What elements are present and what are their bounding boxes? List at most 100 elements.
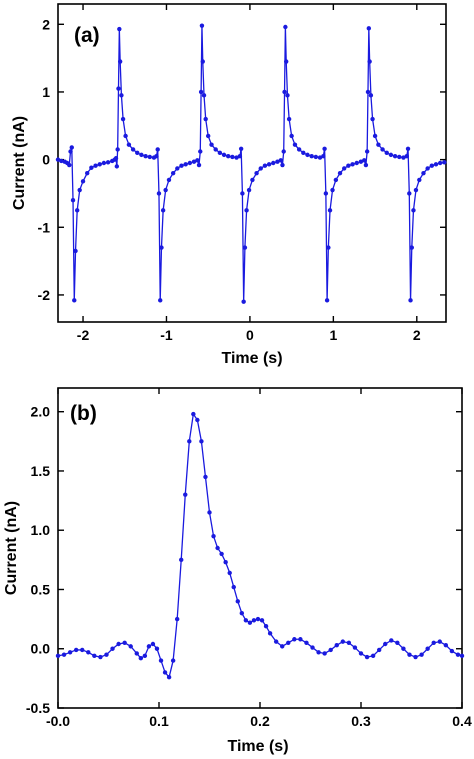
data-point <box>280 644 285 649</box>
y-tick-label: -0.5 <box>26 700 50 716</box>
data-point <box>86 650 91 655</box>
data-point <box>155 147 160 152</box>
data-point <box>116 86 121 91</box>
data-point <box>342 166 347 171</box>
y-tick-label: 0.0 <box>31 641 51 657</box>
data-point <box>162 670 168 675</box>
data-point <box>296 147 302 152</box>
data-point <box>433 162 439 167</box>
data-point <box>289 133 294 139</box>
data-point <box>179 557 184 563</box>
data-point <box>262 163 268 168</box>
y-tick-label: 2 <box>42 16 50 32</box>
y-tick-label: 0 <box>42 152 50 168</box>
data-point <box>139 152 144 158</box>
data-point <box>114 164 120 169</box>
data-point <box>231 584 236 590</box>
data-point <box>128 644 133 649</box>
data-point <box>346 640 352 646</box>
data-point <box>316 650 321 655</box>
data-point <box>346 163 351 168</box>
panel-b-series-points <box>55 411 465 680</box>
data-point <box>117 59 123 64</box>
data-point <box>195 417 200 423</box>
x-tick-label: 2 <box>413 327 421 343</box>
data-point <box>301 150 306 156</box>
panel-a-series-line <box>57 25 445 302</box>
data-point <box>280 162 285 168</box>
data-point <box>254 170 259 176</box>
y-tick-label: 2.0 <box>31 404 51 420</box>
data-point <box>156 191 162 196</box>
data-point <box>383 641 388 647</box>
data-point <box>247 620 253 625</box>
data-point <box>242 245 248 250</box>
panel-b-y-axis-title: Current (nA) <box>3 501 20 595</box>
data-point <box>358 651 364 656</box>
data-point <box>92 653 97 659</box>
data-point <box>207 510 212 515</box>
data-point <box>413 187 419 193</box>
data-point <box>200 59 205 64</box>
data-point <box>147 154 152 160</box>
data-point <box>196 162 202 168</box>
data-point <box>397 154 402 160</box>
panel-a-label: (a) <box>74 24 100 47</box>
data-point <box>243 618 249 623</box>
data-point <box>80 179 86 184</box>
x-tick-label: -1 <box>160 327 173 343</box>
data-point <box>411 208 416 213</box>
data-point <box>259 618 265 623</box>
data-point <box>142 653 148 659</box>
data-point <box>150 641 156 647</box>
data-point <box>119 93 124 98</box>
data-point <box>284 59 289 64</box>
data-point <box>282 89 287 95</box>
data-point <box>250 177 255 183</box>
data-point <box>419 652 424 657</box>
panel-b-label: (b) <box>70 402 97 425</box>
data-point <box>67 162 72 168</box>
data-point <box>389 638 394 643</box>
data-point <box>166 177 172 183</box>
data-point <box>362 158 367 163</box>
data-point <box>363 162 369 168</box>
data-point <box>455 652 461 657</box>
data-point <box>239 610 245 616</box>
data-point <box>235 599 240 604</box>
data-point <box>146 644 152 649</box>
panel-a-x-axis-title: Time (s) <box>221 350 282 367</box>
data-point <box>219 551 224 557</box>
data-point <box>70 198 76 203</box>
panel-a-series-points <box>55 23 447 304</box>
data-point <box>179 163 184 168</box>
data-point <box>211 533 216 539</box>
x-tick-label: 0 <box>246 327 254 343</box>
panel-b-frame <box>57 387 463 709</box>
panel-a-y-ticks: -2 -1 0 1 2 <box>38 16 446 303</box>
data-point <box>234 155 239 160</box>
data-point <box>354 160 359 166</box>
data-point <box>251 618 257 623</box>
data-point <box>97 162 102 167</box>
data-point <box>292 637 297 642</box>
data-point <box>175 166 180 171</box>
data-point <box>170 658 176 663</box>
data-point <box>322 146 327 151</box>
data-point <box>55 653 61 659</box>
data-point <box>227 570 232 576</box>
data-point <box>101 160 107 166</box>
data-point <box>324 298 330 303</box>
data-point <box>126 142 132 147</box>
data-point <box>158 658 164 663</box>
x-tick-label: 0.1 <box>149 713 169 729</box>
data-point <box>392 154 398 159</box>
data-point <box>123 133 128 139</box>
data-point <box>244 208 249 213</box>
data-point <box>93 163 98 168</box>
data-point <box>120 116 126 122</box>
data-point <box>421 170 426 176</box>
data-point <box>191 411 196 417</box>
data-point <box>166 674 172 680</box>
data-point <box>388 152 394 158</box>
